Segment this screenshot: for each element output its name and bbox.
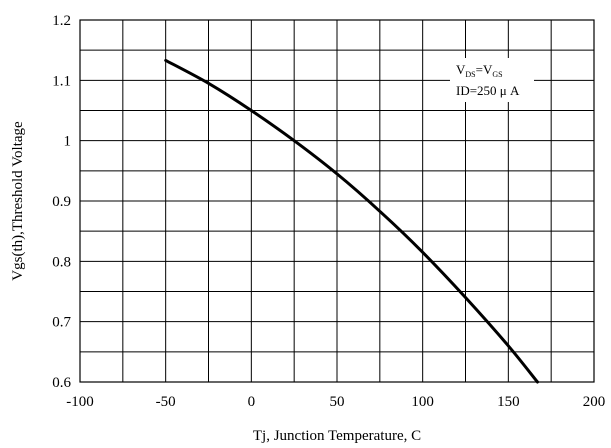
x-axis-title: Tj, Junction Temperature, C	[253, 428, 421, 444]
y-tick-label: 0.6	[52, 375, 71, 391]
x-tick-label: -50	[156, 394, 176, 410]
y-tick-label: 0.9	[52, 194, 71, 210]
conditions-annotation: VDS=VGS ID=250 μ A	[450, 58, 534, 102]
annotation-eq-v: =V	[476, 62, 493, 77]
x-tick-label: 50	[330, 394, 345, 410]
annotation-sub-gs: GS	[492, 70, 502, 79]
annotation-vds-vgs: VDS=VGS	[456, 62, 503, 79]
plot-frame	[79, 19, 595, 383]
y-tick-label: 1.2	[52, 13, 71, 29]
threshold-voltage-curve	[164, 58, 539, 384]
annotation-v-a: V	[456, 62, 466, 77]
y-tick-label: 0.8	[52, 254, 71, 270]
tick-labels: -100 -50 0 50 100 150 200 0.6 0.7 0.8 0.9 1 1.1 1.2	[52, 13, 605, 410]
x-tick-label: 0	[248, 394, 256, 410]
x-tick-label: 150	[497, 394, 520, 410]
y-tick-label: 1.1	[52, 73, 71, 89]
grid	[80, 20, 594, 382]
annotation-sub-ds: DS	[465, 70, 475, 79]
y-axis-title: Vgs(th),Threshold Voltage	[10, 121, 26, 281]
x-tick-label: 100	[411, 394, 434, 410]
annotation-id: ID=250 μ A	[456, 83, 520, 98]
x-tick-label: -100	[66, 394, 94, 410]
y-tick-label: 0.7	[52, 315, 71, 331]
y-tick-label: 1	[64, 134, 72, 150]
annotation-background	[450, 58, 534, 102]
x-tick-label: 200	[583, 394, 606, 410]
